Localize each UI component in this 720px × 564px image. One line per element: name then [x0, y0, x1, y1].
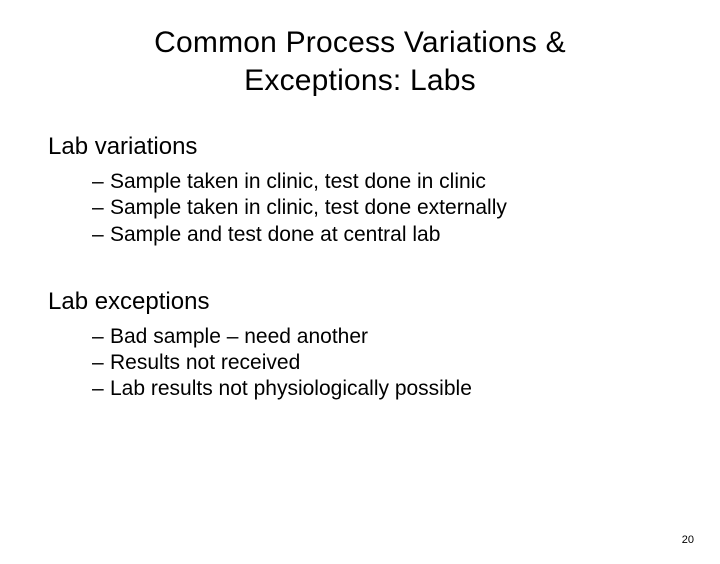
section-heading-variations: Lab variations [48, 133, 720, 161]
dash-icon: – [92, 222, 110, 248]
dash-icon: – [92, 195, 110, 221]
list-item: –Sample taken in clinic, test done in cl… [92, 169, 720, 195]
list-item: –Bad sample – need another [92, 324, 720, 350]
item-text: Results not received [110, 351, 300, 374]
title-line-1: Common Process Variations & [154, 26, 566, 59]
item-text: Lab results not physiologically possible [110, 377, 472, 400]
dash-icon: – [92, 376, 110, 402]
dash-icon: – [92, 324, 110, 350]
title-line-2: Exceptions: Labs [244, 64, 476, 97]
list-item: –Lab results not physiologically possibl… [92, 376, 720, 402]
item-text: Sample taken in clinic, test done in cli… [110, 170, 486, 193]
list-item: –Results not received [92, 350, 720, 376]
list-item: –Sample taken in clinic, test done exter… [92, 195, 720, 221]
section-heading-exceptions: Lab exceptions [48, 288, 720, 316]
dash-icon: – [92, 169, 110, 195]
slide: Common Process Variations & Exceptions: … [0, 24, 720, 564]
item-text: Sample taken in clinic, test done extern… [110, 196, 507, 219]
page-number: 20 [682, 534, 694, 546]
item-text: Bad sample – need another [110, 325, 368, 348]
bullet-list-variations: –Sample taken in clinic, test done in cl… [92, 169, 720, 248]
item-text: Sample and test done at central lab [110, 223, 440, 246]
list-item: –Sample and test done at central lab [92, 222, 720, 248]
slide-title: Common Process Variations & Exceptions: … [0, 24, 720, 99]
dash-icon: – [92, 350, 110, 376]
bullet-list-exceptions: –Bad sample – need another –Results not … [92, 324, 720, 403]
